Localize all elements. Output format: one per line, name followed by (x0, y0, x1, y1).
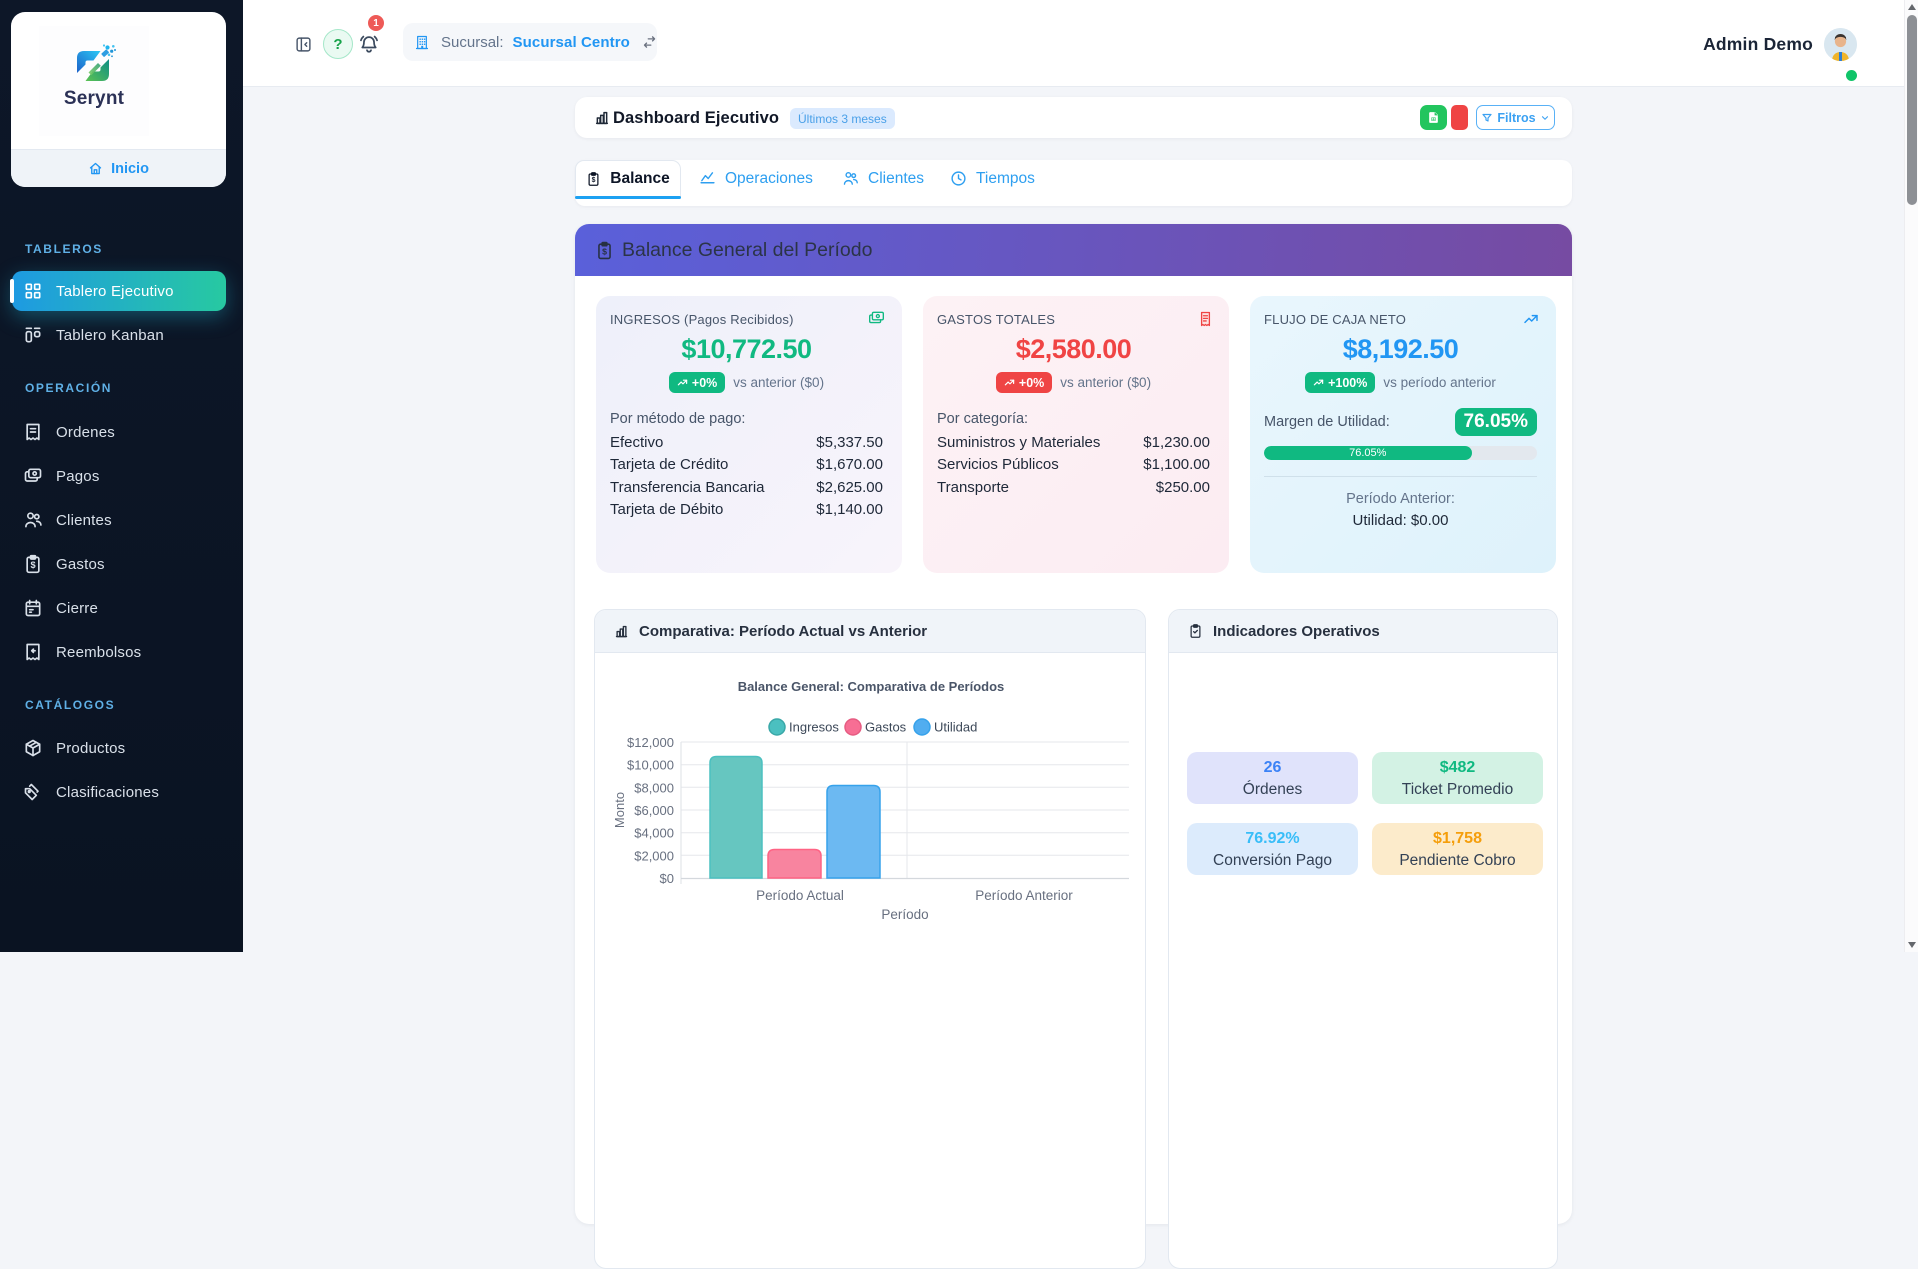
svg-text:Gastos: Gastos (865, 720, 907, 735)
svg-text:$6,000: $6,000 (634, 803, 674, 818)
svg-text:$: $ (30, 560, 35, 570)
svg-text:$: $ (602, 246, 607, 256)
svg-text:$8,000: $8,000 (634, 780, 674, 795)
svg-text:$10,000: $10,000 (627, 758, 674, 773)
svg-text:$0: $0 (660, 871, 674, 886)
svg-text:Monto: Monto (612, 792, 627, 828)
svg-text:$12,000: $12,000 (627, 735, 674, 750)
svg-text:Período Anterior: Período Anterior (975, 888, 1073, 903)
svg-text:$: $ (592, 177, 596, 184)
svg-text:Período: Período (881, 907, 928, 922)
svg-text:$2,000: $2,000 (634, 848, 674, 863)
svg-text:Período Actual: Período Actual (756, 888, 844, 903)
svg-text:Utilidad: Utilidad (934, 720, 977, 735)
svg-text:Ingresos: Ingresos (789, 720, 839, 735)
svg-text:$4,000: $4,000 (634, 826, 674, 841)
svg-text:Balance General: Comparativa d: Balance General: Comparativa de Períodos (738, 679, 1005, 694)
